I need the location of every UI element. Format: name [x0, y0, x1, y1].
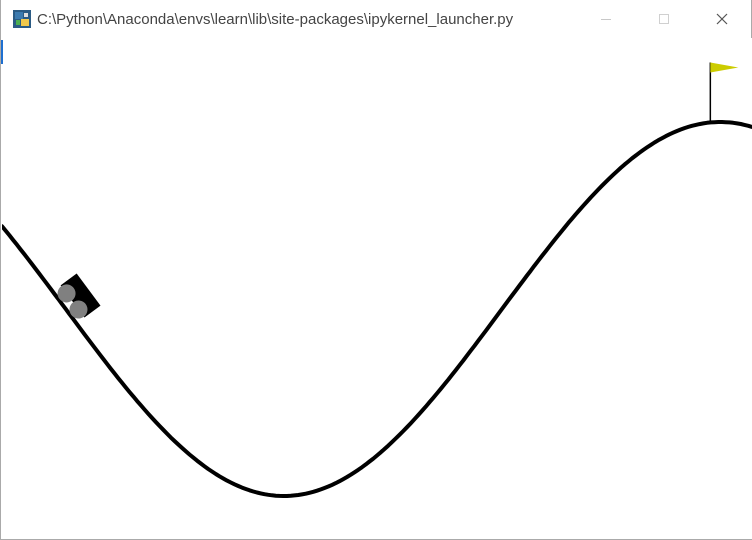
goal-flag	[709, 62, 739, 123]
window-controls	[577, 0, 751, 38]
minimize-icon	[601, 19, 611, 20]
car-wheel-rear	[57, 284, 76, 303]
window-title: C:\Python\Anaconda\envs\learn\lib\site-p…	[37, 10, 514, 28]
close-button[interactable]	[693, 0, 751, 38]
car-wheel-front	[69, 300, 88, 319]
window-edge-accent	[1, 40, 3, 64]
flag-cloth	[710, 62, 739, 73]
python-app-icon	[13, 10, 31, 28]
game-canvas[interactable]	[2, 38, 752, 539]
minimize-button[interactable]	[577, 0, 635, 38]
mountain-car-scene	[2, 62, 752, 498]
title-bar[interactable]: C:\Python\Anaconda\envs\learn\lib\site-p…	[1, 0, 751, 38]
car-body	[60, 273, 101, 318]
mountain-track	[2, 120, 752, 498]
maximize-icon	[659, 14, 669, 24]
maximize-button[interactable]	[635, 0, 693, 38]
car	[57, 273, 101, 319]
close-icon	[716, 13, 728, 25]
